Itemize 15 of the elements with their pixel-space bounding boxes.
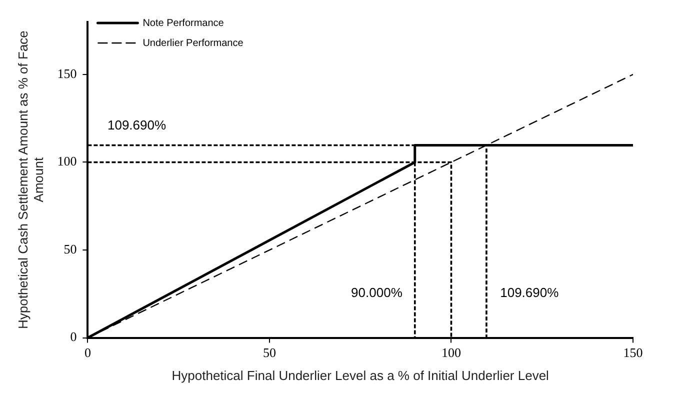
- y-tick-label: 100: [57, 154, 77, 169]
- annotation: 90.000%: [351, 285, 403, 300]
- x-tick-label: 100: [441, 345, 461, 360]
- legend-label: Underlier Performance: [142, 38, 244, 49]
- x-tick-label: 50: [262, 345, 276, 360]
- x-axis-title: Hypothetical Final Underlier Level as a % of Initial Underlier Level: [172, 368, 550, 383]
- y-axis-title: Hypothetical Cash Settlement Amount as % of Face Amount: [15, 30, 46, 330]
- annotation: 109.690%: [500, 285, 560, 300]
- y-tick-label: 150: [57, 66, 77, 81]
- x-tick-label: 150: [623, 345, 643, 360]
- x-tick-label: 0: [84, 345, 91, 360]
- y-tick-label: 50: [64, 241, 77, 256]
- y-tick-label: 0: [70, 329, 77, 344]
- annotation: 109.690%: [107, 118, 166, 133]
- legend-label: Note Performance: [142, 18, 224, 29]
